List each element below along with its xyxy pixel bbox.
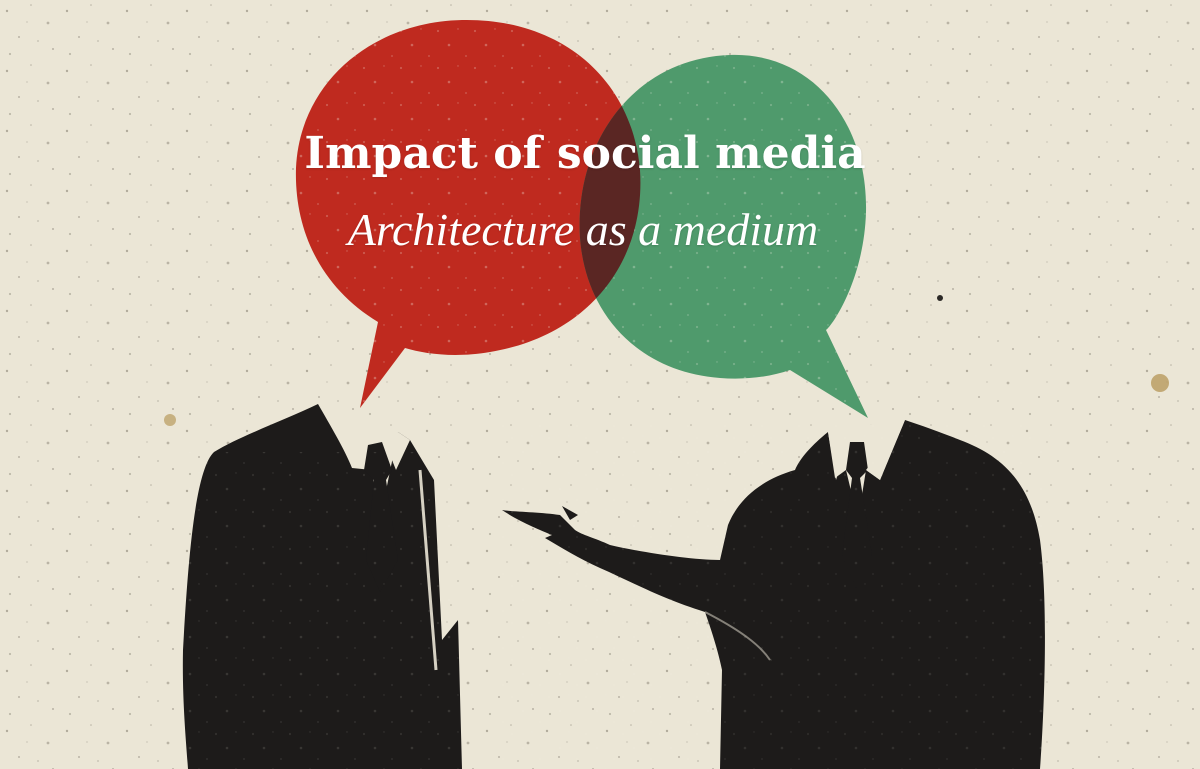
- red-speech-bubble-icon: [295, 19, 641, 409]
- page-subtitle: Architecture as a medium: [347, 204, 819, 255]
- page-title: Impact of social media: [304, 128, 866, 179]
- businessman-right-icon: [500, 420, 1050, 769]
- green-speech-bubble-icon: [579, 54, 868, 418]
- businessman-left-icon: [182, 404, 463, 769]
